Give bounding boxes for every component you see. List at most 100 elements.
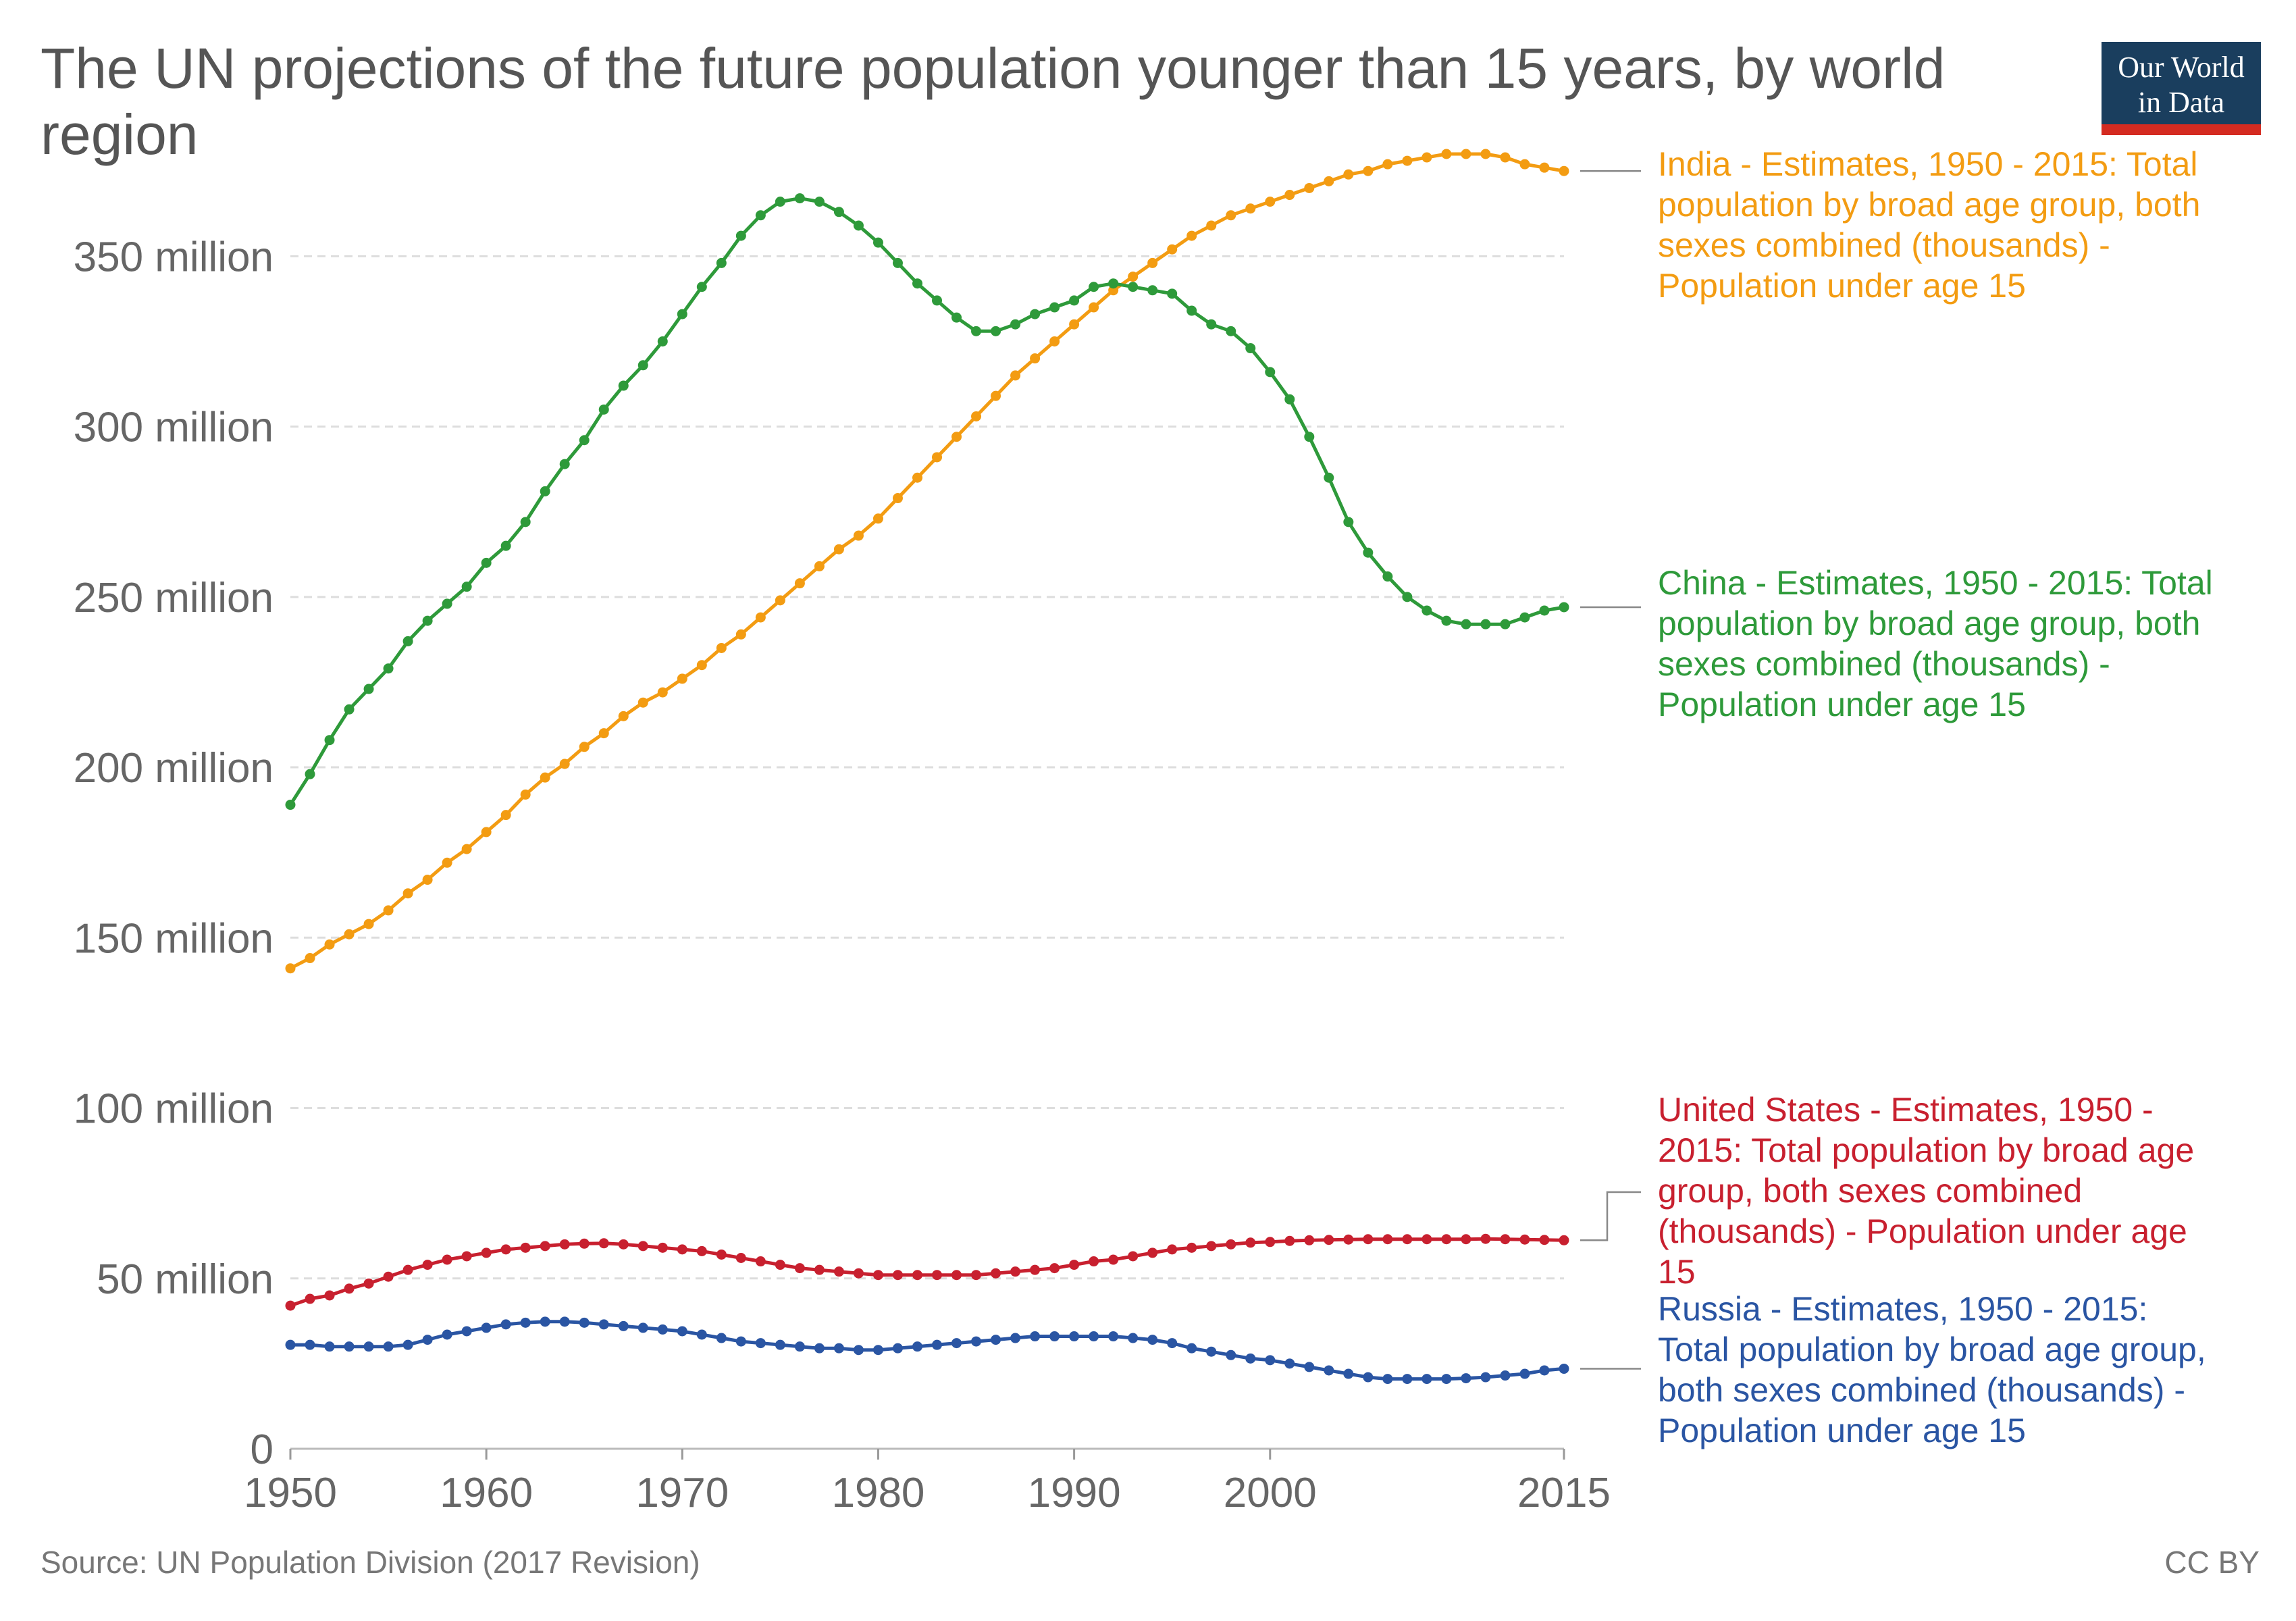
data-point[interactable] (657, 1242, 668, 1253)
data-point[interactable] (1049, 302, 1060, 313)
data-point[interactable] (1147, 257, 1158, 268)
data-point[interactable] (1010, 370, 1021, 381)
data-point[interactable] (618, 380, 629, 391)
data-point[interactable] (1147, 285, 1158, 296)
data-point[interactable] (579, 435, 590, 446)
data-point[interactable] (1559, 602, 1569, 613)
data-point[interactable] (677, 673, 687, 684)
data-point[interactable] (892, 1343, 903, 1354)
data-point[interactable] (1461, 1234, 1471, 1245)
data-point[interactable] (951, 432, 962, 442)
data-point[interactable] (794, 193, 805, 204)
data-point[interactable] (696, 660, 707, 671)
data-point[interactable] (1382, 571, 1393, 582)
data-point[interactable] (422, 1260, 433, 1270)
data-point[interactable] (383, 905, 394, 916)
data-point[interactable] (872, 1270, 883, 1281)
data-point[interactable] (1245, 343, 1256, 354)
data-point[interactable] (991, 1335, 1001, 1345)
series-line-3[interactable] (290, 1320, 1565, 1381)
data-point[interactable] (324, 735, 335, 746)
data-point[interactable] (402, 1264, 413, 1275)
data-point[interactable] (853, 1268, 864, 1279)
data-point[interactable] (520, 517, 531, 528)
data-point[interactable] (1402, 592, 1413, 602)
data-point[interactable] (1421, 605, 1432, 616)
data-point[interactable] (696, 1329, 707, 1340)
data-point[interactable] (892, 1270, 903, 1281)
data-point[interactable] (598, 404, 609, 415)
data-point[interactable] (677, 1326, 687, 1337)
data-point[interactable] (1363, 1234, 1374, 1245)
data-point[interactable] (540, 1316, 550, 1327)
license-link[interactable]: CC BY (2164, 1545, 2260, 1580)
data-point[interactable] (422, 1335, 433, 1345)
data-point[interactable] (912, 1270, 922, 1281)
data-point[interactable] (1519, 159, 1530, 170)
data-point[interactable] (1265, 1355, 1276, 1366)
data-point[interactable] (794, 1341, 805, 1352)
data-point[interactable] (833, 1343, 844, 1354)
data-point[interactable] (422, 875, 433, 885)
data-point[interactable] (344, 929, 355, 940)
data-point[interactable] (598, 1319, 609, 1330)
data-point[interactable] (1265, 367, 1276, 378)
data-point[interactable] (442, 1254, 452, 1265)
data-point[interactable] (775, 595, 785, 606)
data-point[interactable] (1480, 1372, 1491, 1383)
data-point[interactable] (735, 1336, 746, 1347)
data-point[interactable] (932, 1339, 943, 1350)
data-point[interactable] (932, 295, 943, 306)
data-point[interactable] (1186, 1242, 1197, 1253)
data-point[interactable] (324, 1290, 335, 1301)
data-point[interactable] (461, 1326, 472, 1337)
data-point[interactable] (1559, 165, 1569, 176)
data-point[interactable] (1108, 1254, 1119, 1265)
data-point[interactable] (383, 1341, 394, 1352)
data-point[interactable] (1226, 326, 1236, 336)
data-point[interactable] (735, 629, 746, 640)
data-point[interactable] (971, 411, 982, 421)
data-point[interactable] (1539, 1365, 1550, 1376)
data-point[interactable] (520, 1242, 531, 1253)
data-point[interactable] (1010, 1333, 1021, 1343)
data-point[interactable] (1089, 282, 1099, 292)
data-point[interactable] (1069, 295, 1080, 306)
data-point[interactable] (1284, 1358, 1295, 1369)
data-point[interactable] (912, 278, 922, 289)
data-point[interactable] (971, 1270, 982, 1281)
data-point[interactable] (1010, 319, 1021, 330)
data-point[interactable] (716, 1249, 727, 1260)
data-point[interactable] (1265, 1237, 1276, 1247)
data-point[interactable] (1343, 1234, 1354, 1245)
data-point[interactable] (1206, 220, 1217, 231)
data-point[interactable] (696, 282, 707, 292)
data-point[interactable] (912, 1341, 922, 1352)
data-point[interactable] (775, 1260, 785, 1270)
data-point[interactable] (1304, 1235, 1315, 1245)
data-point[interactable] (442, 857, 452, 868)
data-point[interactable] (1147, 1335, 1158, 1345)
data-point[interactable] (637, 360, 648, 371)
data-point[interactable] (344, 1283, 355, 1294)
data-point[interactable] (892, 493, 903, 504)
data-point[interactable] (1402, 1234, 1413, 1245)
data-point[interactable] (1324, 1235, 1334, 1245)
data-point[interactable] (1167, 1338, 1178, 1349)
owid-logo[interactable]: Our World in Data (2102, 42, 2261, 135)
data-point[interactable] (1421, 1234, 1432, 1245)
data-point[interactable] (657, 336, 668, 346)
data-point[interactable] (363, 919, 374, 929)
data-point[interactable] (951, 312, 962, 323)
data-point[interactable] (1324, 1365, 1334, 1376)
data-point[interactable] (716, 1333, 727, 1343)
data-point[interactable] (1480, 619, 1491, 629)
data-point[interactable] (1010, 1266, 1021, 1277)
data-point[interactable] (814, 197, 825, 207)
data-point[interactable] (579, 1317, 590, 1328)
data-point[interactable] (872, 1345, 883, 1356)
data-point[interactable] (814, 1343, 825, 1354)
data-point[interactable] (540, 486, 550, 496)
data-point[interactable] (1030, 309, 1041, 319)
data-point[interactable] (1500, 152, 1511, 163)
